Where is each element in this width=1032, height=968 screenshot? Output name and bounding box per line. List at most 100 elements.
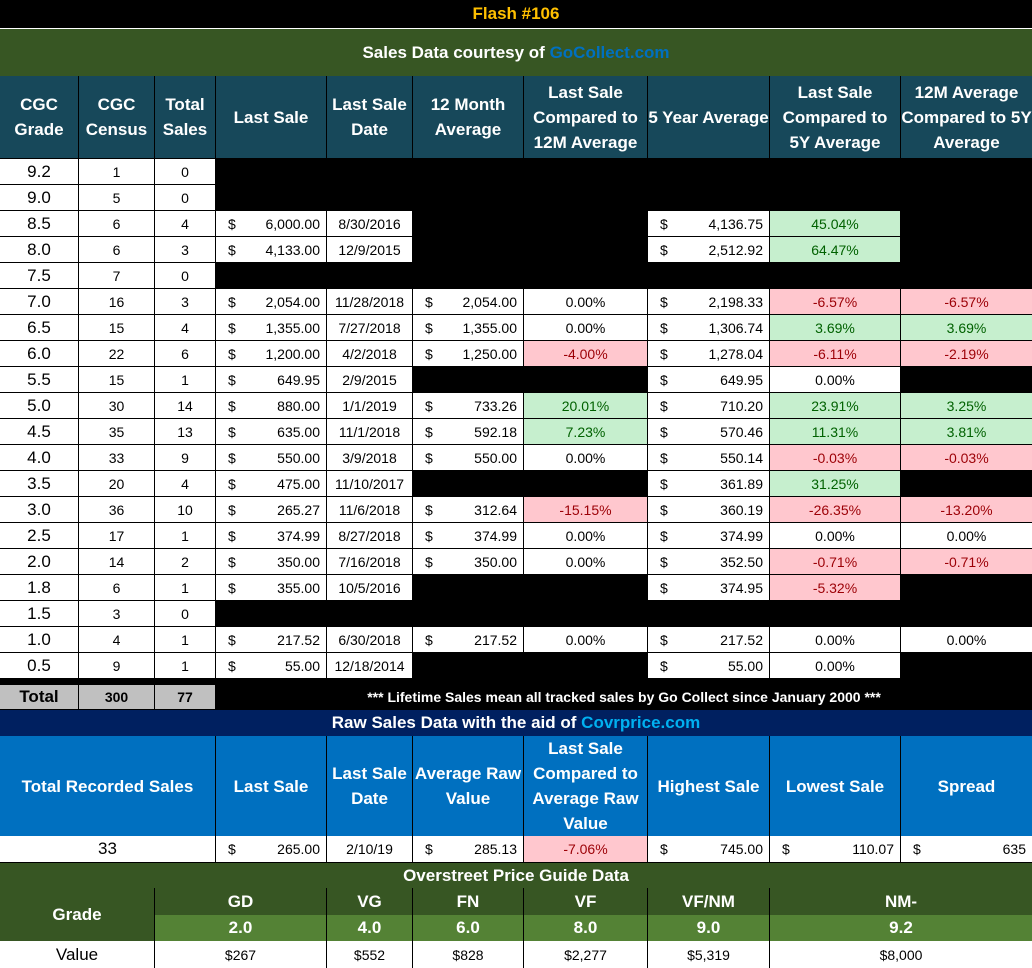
- total-sales-cell: 1: [155, 575, 216, 600]
- overstreet-grade-value: $267: [155, 941, 327, 968]
- last-sale-vs-5y-cell: -0.71%: [770, 549, 901, 574]
- cgc-grade-cell: 8.5: [0, 211, 79, 236]
- currency-symbol: $: [228, 553, 236, 570]
- last-sale-vs-12m-cell: 0.00%: [524, 315, 648, 340]
- last-sale-vs-5y-cell: 0.00%: [770, 523, 901, 548]
- total-sales-cell: 0: [155, 185, 216, 210]
- currency-symbol: $: [228, 241, 236, 258]
- currency-symbol: $: [425, 345, 433, 362]
- last-sale-vs-12m-cell: [524, 471, 648, 496]
- 12-month-average-cell: [413, 185, 524, 210]
- 12m-vs-5y-cell: -13.20%: [901, 497, 1032, 522]
- total-sales-cell: 4: [155, 471, 216, 496]
- 5-year-average-cell: $217.52: [648, 627, 770, 652]
- last-sale-cell: $550.00: [216, 445, 327, 470]
- header-5-year-average: 5 Year Average: [648, 76, 770, 158]
- 12m-vs-5y-cell: 0.00%: [901, 627, 1032, 652]
- table-row: 4.5 35 13 $635.00 11/1/2018 $592.18 7.23% $570.…: [0, 419, 1032, 444]
- currency-symbol: $: [228, 423, 236, 440]
- 12-month-average-cell: [413, 367, 524, 392]
- table-row: 7.5 7 0: [0, 263, 1032, 288]
- overstreet-grade-number: 8.0: [524, 915, 648, 941]
- 12m-vs-5y-cell: 3.25%: [901, 393, 1032, 418]
- header-last-sale-date: Last Sale Date: [327, 76, 413, 158]
- 12-month-average-cell: [413, 237, 524, 262]
- gocollect-link[interactable]: GoCollect.com: [549, 42, 670, 62]
- currency-amount: 55.00: [727, 657, 763, 674]
- raw-spread-value: 635: [1002, 841, 1026, 857]
- last-sale-date-cell: 8/27/2018: [327, 523, 413, 548]
- total-sales-cell: 0: [155, 263, 216, 288]
- cgc-grade-cell: 1.0: [0, 627, 79, 652]
- header-total-sales: Total Sales: [155, 76, 216, 158]
- last-sale-date-cell: 12/18/2014: [327, 653, 413, 678]
- last-sale-cell: $355.00: [216, 575, 327, 600]
- table-row: 2.0 14 2 $350.00 7/16/2018 $350.00 0.00% $352.5…: [0, 549, 1032, 574]
- last-sale-vs-5y-cell: [770, 263, 901, 288]
- currency-symbol: $: [660, 501, 668, 518]
- 12-month-average-cell: $1,250.00: [413, 341, 524, 366]
- 12-month-average-cell: $1,355.00: [413, 315, 524, 340]
- cgc-census-cell: 30: [79, 393, 155, 418]
- currency-amount: 649.95: [720, 371, 763, 388]
- currency-amount: 592.18: [474, 423, 517, 440]
- cgc-census-cell: 9: [79, 653, 155, 678]
- last-sale-date-cell: 11/1/2018: [327, 419, 413, 444]
- raw-header-total-recorded-sales: Total Recorded Sales: [0, 736, 216, 836]
- raw-last-sale-date: 2/10/19: [327, 836, 413, 862]
- 5-year-average-cell: $570.46: [648, 419, 770, 444]
- currency-amount: 374.99: [720, 527, 763, 544]
- last-sale-date-cell: 1/1/2019: [327, 393, 413, 418]
- currency-amount: 1,306.74: [708, 319, 764, 336]
- currency-amount: 880.00: [277, 397, 320, 414]
- currency-amount: 350.00: [277, 553, 320, 570]
- currency-amount: 350.00: [474, 553, 517, 570]
- last-sale-date-cell: 7/16/2018: [327, 549, 413, 574]
- last-sale-vs-5y-cell: -5.32%: [770, 575, 901, 600]
- last-sale-cell: $55.00: [216, 653, 327, 678]
- cgc-grade-cell: 7.5: [0, 263, 79, 288]
- last-sale-vs-12m-cell: 7.23%: [524, 419, 648, 444]
- currency-amount: 1,250.00: [462, 345, 518, 362]
- last-sale-cell: [216, 601, 327, 626]
- currency-symbol: $: [660, 319, 668, 336]
- totals-label: Total: [0, 685, 79, 709]
- 12m-vs-5y-cell: [901, 575, 1032, 600]
- last-sale-date-cell: 10/5/2016: [327, 575, 413, 600]
- total-sales-cell: 4: [155, 211, 216, 236]
- last-sale-date-cell: 3/9/2018: [327, 445, 413, 470]
- cgc-census-cell: 6: [79, 237, 155, 262]
- 12-month-average-cell: $733.26: [413, 393, 524, 418]
- total-sales-cell: 2: [155, 549, 216, 574]
- last-sale-date-cell: 6/30/2018: [327, 627, 413, 652]
- 12-month-average-cell: [413, 159, 524, 184]
- cgc-census-cell: 6: [79, 211, 155, 236]
- currency-symbol: $: [660, 579, 668, 596]
- last-sale-vs-5y-cell: [770, 185, 901, 210]
- raw-last-sale-value: 265.00: [277, 841, 320, 857]
- currency-amount: 2,198.33: [708, 293, 764, 310]
- 12m-vs-5y-cell: [901, 237, 1032, 262]
- last-sale-vs-12m-cell: [524, 653, 648, 678]
- raw-header-last-sale-date: Last Sale Date: [327, 736, 413, 836]
- raw-values-row: 33 $265.00 2/10/19 $285.13 -7.06% $745.0…: [0, 836, 1032, 862]
- table-row: 3.5 20 4 $475.00 11/10/2017 $361.89 31.25%: [0, 471, 1032, 496]
- currency-amount: 550.00: [277, 449, 320, 466]
- last-sale-vs-12m-cell: [524, 601, 648, 626]
- cgc-census-cell: 7: [79, 263, 155, 288]
- last-sale-date-cell: 2/9/2015: [327, 367, 413, 392]
- covrprice-link[interactable]: Covrprice.com: [581, 713, 701, 732]
- raw-highest-sale: $745.00: [648, 836, 770, 862]
- cgc-grade-cell: 2.0: [0, 549, 79, 574]
- currency-symbol: $: [228, 319, 236, 336]
- last-sale-vs-5y-cell: 64.47%: [770, 237, 901, 262]
- last-sale-vs-12m-cell: 0.00%: [524, 523, 648, 548]
- cgc-grade-cell: 8.0: [0, 237, 79, 262]
- total-sales-cell: 10: [155, 497, 216, 522]
- currency-symbol: $: [228, 501, 236, 518]
- header-last-sale-vs-12m: Last Sale Compared to 12M Average: [524, 76, 648, 158]
- header-last-sale: Last Sale: [216, 76, 327, 158]
- cgc-census-cell: 33: [79, 445, 155, 470]
- currency-symbol: $: [228, 371, 236, 388]
- raw-header-last-sale-vs-average: Last Sale Compared to Average Raw Value: [524, 736, 648, 836]
